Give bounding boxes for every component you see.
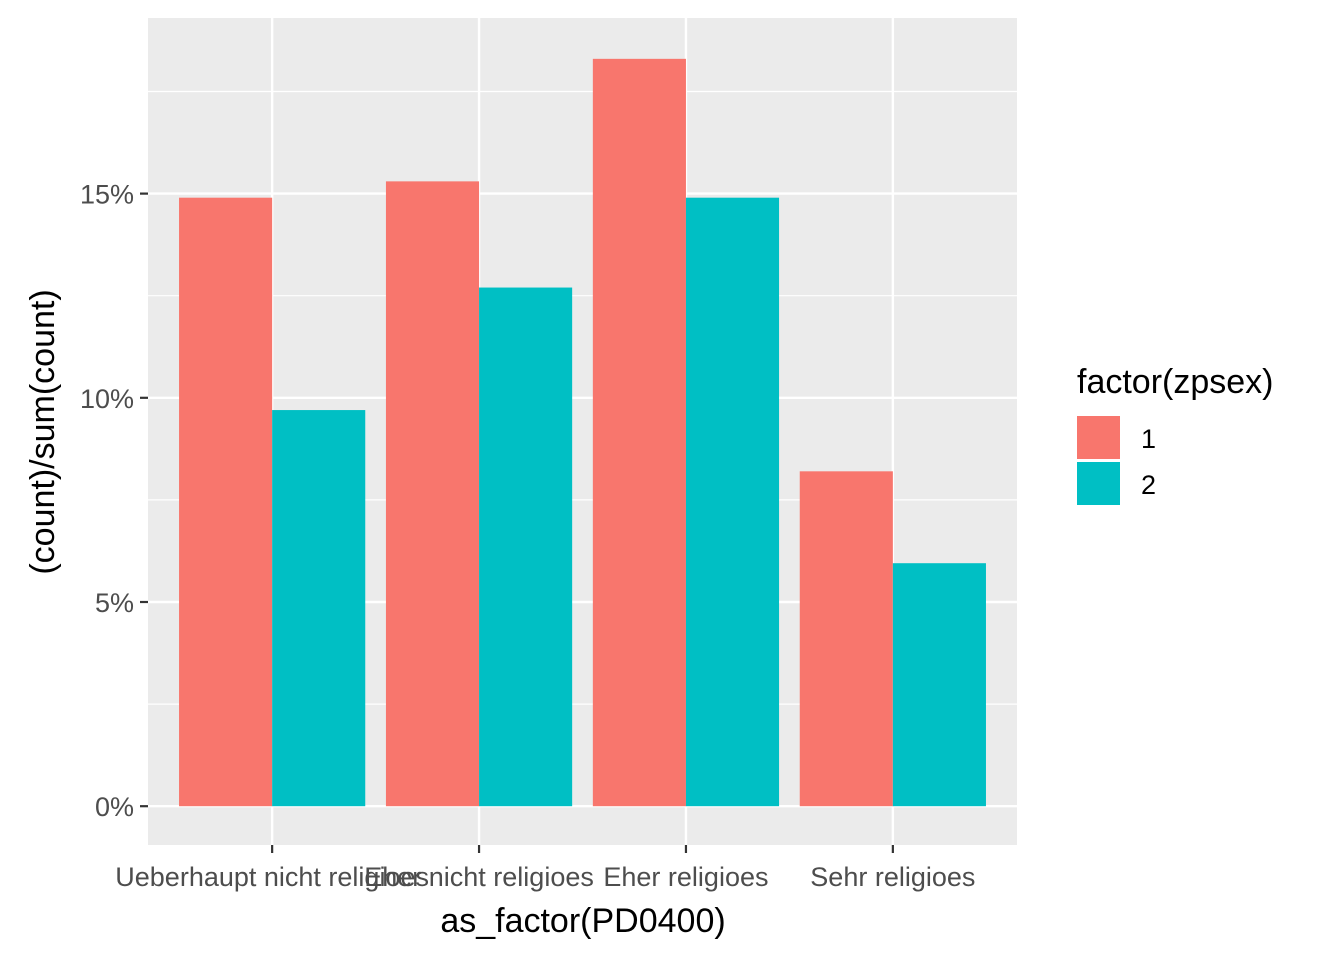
y-tick-label: 5% xyxy=(95,588,134,618)
bar xyxy=(892,563,986,807)
bar xyxy=(479,287,573,807)
legend-key xyxy=(1077,462,1120,505)
bar xyxy=(385,181,480,807)
bars xyxy=(179,58,986,807)
y-axis-title: (count)/sum(count) xyxy=(24,289,62,574)
bar xyxy=(685,197,780,807)
x-tick-label: Eher religioes xyxy=(603,862,768,892)
bar xyxy=(592,58,686,807)
x-tick-label: Sehr religioes xyxy=(810,862,975,892)
legend-label: 2 xyxy=(1141,470,1156,500)
legend-label: 1 xyxy=(1141,424,1156,454)
bar xyxy=(179,197,273,807)
legend-key xyxy=(1077,416,1120,459)
y-tick-label: 10% xyxy=(80,384,134,414)
x-axis-title: as_factor(PD0400) xyxy=(440,902,725,940)
y-tick-label: 15% xyxy=(80,180,134,210)
y-tick-label: 0% xyxy=(95,792,134,822)
y-axis: 0% 5% 10% 15% xyxy=(80,180,148,822)
legend-title: factor(zpsex) xyxy=(1077,363,1274,401)
bar xyxy=(272,410,366,807)
x-tick-label: Eher nicht religioes xyxy=(364,862,594,892)
bar xyxy=(799,471,893,807)
legend: factor(zpsex) 1 2 xyxy=(1077,363,1274,505)
x-tick-label: Ueberhaupt nicht religioes xyxy=(115,862,429,892)
